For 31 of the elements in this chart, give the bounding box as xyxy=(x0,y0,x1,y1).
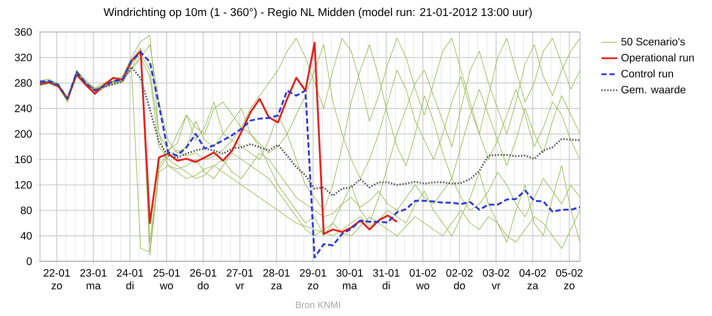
y-tick-label: 120 xyxy=(15,181,32,189)
y-tick-label: 200 xyxy=(14,130,32,138)
x-tick-label: 03-02 vr xyxy=(482,269,510,290)
y-tick-label: 80 xyxy=(20,206,32,214)
x-tick-label: 26-01 do xyxy=(190,269,216,290)
y-tick-label: 360 xyxy=(14,28,32,36)
chart-title: Windrichting op 10m (1 - 360°) - Regio NL Midden (model run: 21-01-2012 13:00 uur) xyxy=(104,8,532,18)
x-tick-label: 22-01 zo xyxy=(44,269,70,290)
legend-label: 50 Scenario's xyxy=(621,38,685,46)
x-tick-label: 23-01 ma xyxy=(80,269,107,290)
x-tick-label: 30-01 ma xyxy=(336,269,363,290)
x-tick-label: 04-02 za xyxy=(519,269,546,290)
x-tick-label: 31-01 di xyxy=(373,269,400,290)
text: Bron KNMI xyxy=(296,302,340,308)
x-tick-label: 24-01 di xyxy=(116,269,144,290)
y-tick-label: 160 xyxy=(15,156,32,164)
y-tick-label: 240 xyxy=(14,104,32,112)
legend-label: Operational run xyxy=(621,54,694,64)
x-tick-label: 27-01 vr xyxy=(226,269,253,290)
legend-label: Control run xyxy=(621,70,673,78)
x-tick-label: 05-02 zo xyxy=(556,269,582,290)
y-tick-label: 280 xyxy=(14,79,32,87)
x-tick-label: 02-02 do xyxy=(446,269,473,290)
y-tick-label: 40 xyxy=(20,232,32,240)
y-tick-label: 0 xyxy=(26,258,32,266)
legend-label: Gem. waarde xyxy=(621,86,686,94)
y-tick-label: 320 xyxy=(14,54,32,62)
x-tick-label: 01-02 wo xyxy=(410,269,436,290)
x-tick-label: 28-01 za xyxy=(263,269,290,290)
x-tick-label: 29-01 zo xyxy=(300,269,326,290)
x-tick-label: 25-01 wo xyxy=(154,269,180,290)
